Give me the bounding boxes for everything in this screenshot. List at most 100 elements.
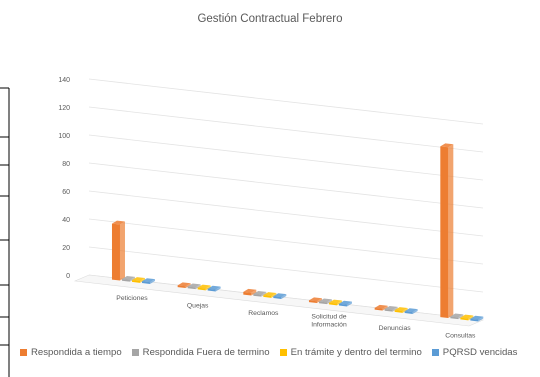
bar-front	[450, 316, 459, 320]
bar-front	[328, 302, 337, 306]
bar-top	[308, 297, 322, 302]
bar-top	[384, 305, 398, 310]
bar-side	[129, 276, 135, 282]
y-tick-label: 140	[58, 77, 70, 84]
bar-side	[251, 289, 257, 296]
gridline	[88, 190, 484, 237]
y-tick-label: 40	[62, 217, 70, 224]
x-tick-label: Reclamos	[248, 310, 279, 317]
bar-top	[263, 292, 277, 297]
x-tick-line: Información	[311, 321, 347, 328]
bar-side	[478, 316, 484, 322]
bar-side	[346, 301, 352, 307]
legend-swatch-yellow	[279, 349, 287, 356]
legend: Respondida a tiempo Respondida Fuera de …	[20, 347, 527, 358]
bar-top	[404, 308, 418, 313]
bar-front	[121, 278, 130, 282]
gridline	[88, 78, 484, 125]
x-tick-label: Peticiones	[116, 295, 148, 302]
legend-swatch-blue	[431, 349, 439, 356]
y-axis: 0 20 40 60 80 100 120 140	[58, 77, 70, 280]
bar-top	[318, 298, 332, 303]
bar-top	[273, 293, 287, 298]
bar-front	[253, 293, 262, 297]
gridline	[88, 246, 484, 293]
bar-front	[187, 286, 196, 290]
bar-front	[111, 223, 120, 281]
bar-side	[185, 283, 191, 289]
legend-item-respondida-tiempo: Respondida a tiempo	[20, 347, 122, 358]
bar-top	[207, 285, 221, 290]
gridline	[88, 134, 484, 181]
bar-side	[261, 291, 267, 297]
bar-side	[468, 315, 474, 321]
bar-front	[318, 301, 327, 305]
bar-top	[187, 283, 201, 288]
gridlines	[73, 78, 485, 327]
bar-front	[141, 281, 150, 284]
legend-item-en-tramite: En trámite y dentro del termino	[279, 347, 422, 358]
bar-front	[207, 288, 216, 292]
bar-front	[177, 285, 186, 289]
x-tick-line: Solicitud de	[311, 313, 346, 320]
y-tick-label: 80	[62, 161, 70, 168]
bar-side	[215, 286, 221, 292]
legend-label: En trámite y dentro del termino	[290, 347, 422, 358]
bar-side	[281, 294, 287, 299]
bar-top	[328, 299, 342, 304]
bar-top	[121, 275, 135, 280]
bar-side	[271, 293, 277, 298]
x-axis: Peticiones Quejas Reclamos Solicitud de Info…	[116, 295, 476, 340]
bar-top	[111, 220, 125, 225]
x-tick-line: Consultas	[445, 332, 476, 339]
bar-side	[382, 305, 388, 311]
bar-front	[460, 317, 469, 321]
bar-front	[308, 300, 317, 304]
bar-front	[338, 303, 347, 307]
bar-top	[243, 288, 257, 293]
bar-top	[374, 304, 388, 309]
bar-side	[458, 314, 464, 320]
bar-front	[394, 310, 403, 313]
bar-top	[460, 314, 474, 319]
bar-side	[326, 299, 332, 305]
bar-front	[197, 287, 206, 291]
bar-front	[404, 311, 413, 314]
bar-side	[402, 308, 408, 313]
bar-front	[273, 296, 282, 299]
gridline	[88, 106, 484, 153]
bar-top	[197, 284, 211, 289]
legend-label: Respondida a tiempo	[31, 347, 122, 358]
bar-side	[448, 144, 454, 319]
bar-side	[195, 284, 201, 290]
y-tick-label: 100	[58, 133, 70, 140]
gridline	[88, 218, 484, 265]
x-tick-label: Consultas	[445, 332, 476, 339]
bar-side	[205, 285, 211, 291]
bar-top	[470, 315, 484, 320]
bar-side	[316, 298, 322, 304]
bar-front	[131, 280, 140, 283]
legend-item-fuera-termino: Respondida Fuera de termino	[131, 347, 270, 358]
bar-front	[470, 318, 479, 322]
legend-swatch-gray	[131, 349, 139, 356]
bar-top	[253, 290, 267, 295]
bar-side	[119, 221, 125, 281]
sheet-borders	[0, 87, 10, 377]
bar-top	[131, 277, 145, 282]
bar-top	[450, 313, 464, 318]
bar-top	[394, 307, 408, 312]
bar-top	[177, 282, 191, 287]
bar-front	[440, 146, 449, 319]
bar-side	[392, 306, 398, 312]
y-tick-label: 0	[66, 273, 70, 280]
bar-top	[338, 300, 352, 305]
bar-side	[139, 278, 145, 283]
x-tick-line: Reclamos	[248, 310, 279, 317]
x-tick-line: Peticiones	[116, 295, 148, 302]
legend-label: PQRSD vencidas	[442, 347, 518, 358]
bar-side	[149, 279, 155, 284]
gridline	[88, 162, 484, 209]
